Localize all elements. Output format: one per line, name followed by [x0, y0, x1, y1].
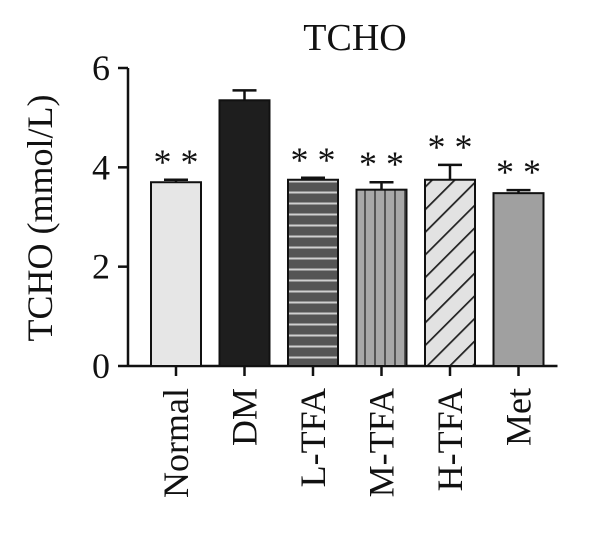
y-tick-label: 2: [92, 247, 110, 287]
x-category-label: Normal: [156, 388, 196, 498]
x-category-label: DM: [225, 388, 265, 446]
y-tick-label: 0: [92, 346, 110, 386]
bar-m-tfa: [355, 188, 408, 367]
significance-label: * *: [291, 140, 336, 180]
x-category-label: H-TFA: [430, 388, 470, 491]
x-category-label: Met: [499, 388, 539, 446]
y-tick-label: 4: [92, 147, 110, 187]
significance-label: * *: [154, 142, 199, 182]
y-tick-label: 6: [92, 48, 110, 88]
bar-met: [492, 192, 545, 367]
significance-label: * *: [428, 127, 473, 167]
y-axis-label: TCHO (mmol/L): [20, 95, 60, 342]
chart-title: TCHO: [303, 17, 406, 59]
significance-label: * *: [359, 144, 404, 184]
significance-label: * *: [496, 152, 541, 192]
bar-l-tfa: [287, 178, 339, 367]
plot-area: 0 2 4 6 * * Normal DM * * L-TFA * * M-TFA * * H-TFA *…: [92, 48, 558, 498]
bar-normal: [150, 181, 202, 367]
x-category-label: M-TFA: [362, 388, 402, 497]
bar-h-tfa: [424, 178, 476, 367]
x-category-label: L-TFA: [293, 388, 333, 487]
bar-dm: [218, 99, 271, 368]
